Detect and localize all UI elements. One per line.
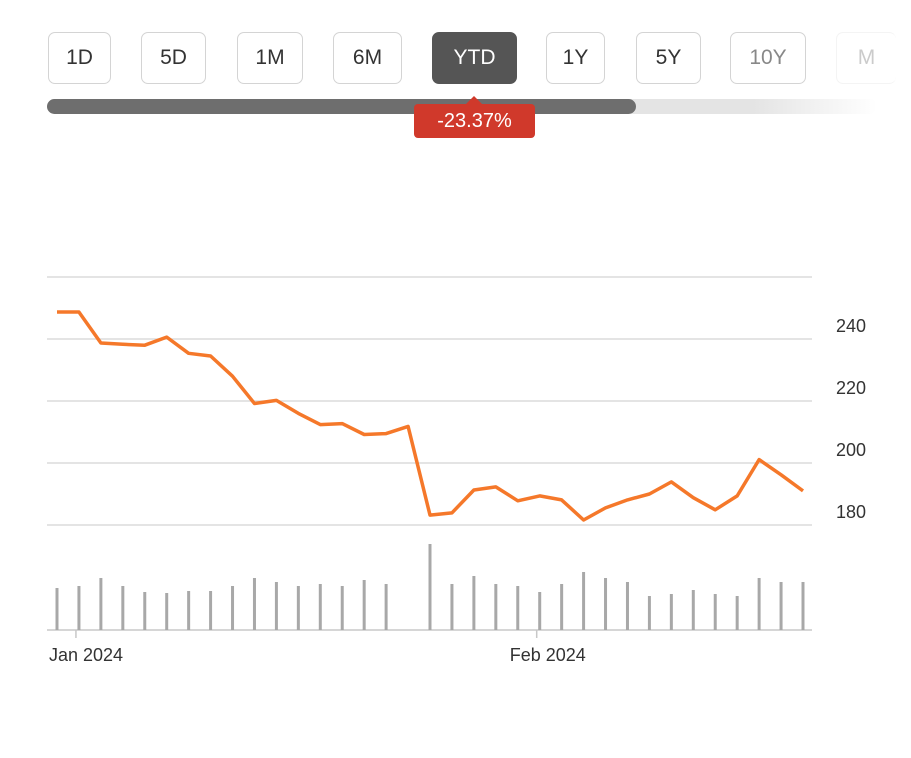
volume-bar [384, 584, 388, 630]
volume-bar [428, 544, 432, 630]
volume-bar [252, 578, 256, 630]
volume-bar [494, 584, 498, 630]
range-button[interactable]: 5Y [636, 32, 701, 84]
y-tick-label: 200 [836, 440, 866, 460]
volume-bar [77, 586, 81, 630]
volume-bar [669, 594, 673, 630]
volume-bar [165, 593, 169, 630]
volume-bar [560, 584, 564, 630]
volume-bar [757, 578, 761, 630]
volume-bar [187, 591, 191, 630]
volume-bar [801, 582, 805, 630]
range-button[interactable]: 1D [48, 32, 111, 84]
volume-bar [582, 572, 586, 630]
range-button[interactable]: 10Y [730, 32, 806, 84]
volume-bar [691, 590, 695, 630]
range-button[interactable]: 1Y [546, 32, 605, 84]
chart: 180 200 220 240 Jan 2024 Feb 2024 [47, 276, 866, 665]
progress-fill [47, 99, 636, 114]
volume-bar [340, 586, 344, 630]
volume-bar [625, 582, 629, 630]
volume-bar [121, 586, 125, 630]
volume-bar [538, 592, 542, 630]
x-tick-label: Feb 2024 [510, 645, 586, 665]
volume-bar [713, 594, 717, 630]
volume-bar [779, 582, 783, 630]
volume-bar [274, 582, 278, 630]
range-button[interactable]: YTD [432, 32, 517, 84]
y-tick-label: 240 [836, 316, 866, 336]
page: 1D 5D 1M 6M YTD 1Y 5Y 10Y M -23.37% 180 200 220 240… [47, 32, 896, 665]
volume-bar [296, 586, 300, 630]
volume-bar [143, 592, 147, 630]
range-button[interactable]: 5D [141, 32, 206, 84]
volume-bar [604, 578, 608, 630]
volume-bar [516, 586, 520, 630]
x-tick-label: Jan 2024 [49, 645, 123, 665]
change-badge: -23.37% [414, 96, 535, 138]
volume-bar [362, 580, 366, 630]
volume-bar [450, 584, 454, 630]
volume-bar [735, 596, 739, 630]
y-tick-label: 220 [836, 378, 866, 398]
range-button[interactable]: 6M [333, 32, 402, 84]
volume-bar [55, 588, 59, 630]
range-button[interactable]: M [836, 32, 896, 84]
volume-bar [209, 591, 213, 630]
volume-bar [318, 584, 322, 630]
volume-bar [231, 586, 235, 630]
price-line [57, 310, 805, 522]
range-button[interactable]: 1M [237, 32, 303, 84]
volume-bar [647, 596, 651, 630]
y-tick-label: 180 [836, 502, 866, 522]
volume-bar [99, 578, 103, 630]
volume-bar [472, 576, 476, 630]
